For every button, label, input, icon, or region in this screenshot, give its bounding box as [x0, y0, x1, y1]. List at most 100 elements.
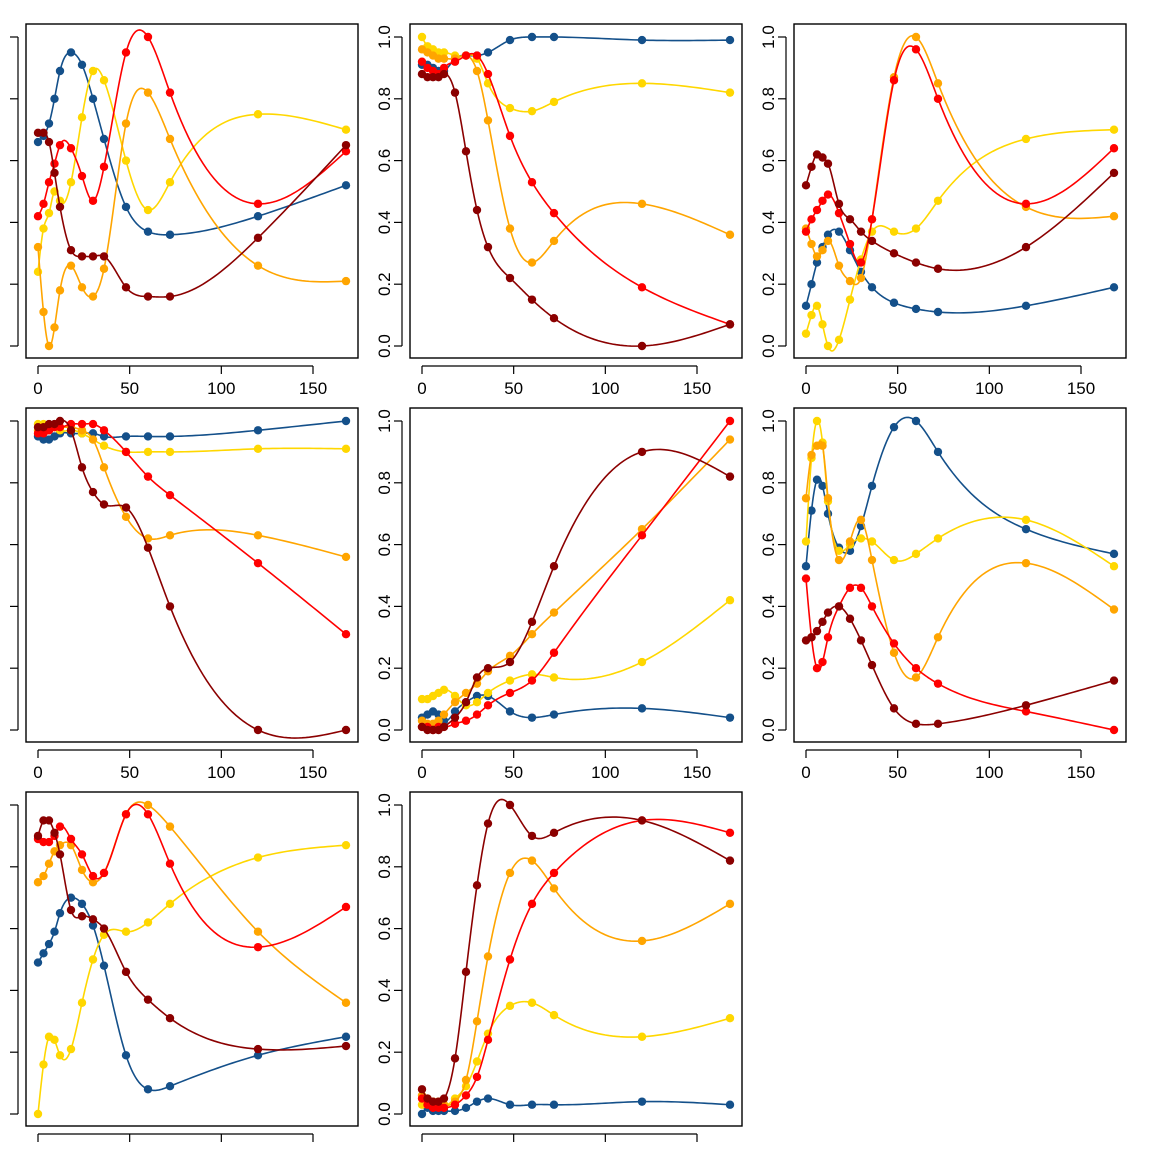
series-3 — [417, 435, 735, 729]
chart-panel-2: 0 50 100 150 0.0 0.2 0.4 0.6 0.8 1.0 — [375, 23, 743, 398]
data-point — [637, 657, 647, 667]
data-point — [55, 850, 65, 859]
data-point — [121, 503, 131, 512]
data-point — [812, 664, 822, 673]
data-point — [867, 660, 877, 670]
data-point — [911, 258, 921, 267]
data-point — [725, 856, 735, 865]
x-tick-label: 0 — [417, 763, 426, 782]
data-point — [99, 500, 109, 509]
data-point — [801, 181, 811, 190]
data-point — [818, 441, 827, 450]
data-point — [99, 134, 109, 144]
y-tick-label: 0.0 — [759, 334, 778, 358]
y-tick-label: 1.0 — [375, 409, 394, 433]
chart-panel-6: 0 50 100 150 0.0 0.2 0.4 0.6 0.8 1.0 — [759, 407, 1127, 782]
data-point — [472, 881, 482, 890]
data-point — [50, 94, 59, 104]
chart-panel-3: 0 50 100 150 0.0 0.2 0.4 0.6 0.8 1.0 — [759, 23, 1127, 398]
chart-panel-1: 0 50 100 150 — [10, 23, 359, 398]
data-point — [549, 884, 559, 893]
series-5 — [33, 416, 351, 739]
data-point — [33, 878, 43, 887]
x-tick-label: 50 — [504, 763, 523, 782]
data-point — [461, 1075, 471, 1085]
series-2 — [417, 596, 735, 710]
data-point — [1021, 701, 1031, 710]
data-point — [39, 224, 48, 233]
data-point — [88, 252, 98, 261]
data-point — [39, 199, 48, 209]
data-point — [867, 215, 877, 224]
data-point — [66, 834, 76, 844]
data-point — [44, 208, 54, 218]
data-point — [834, 602, 844, 611]
chart-panel-8: 0.0 0.2 0.4 0.6 0.8 1.0 — [375, 791, 743, 1142]
data-point — [99, 432, 109, 441]
data-point — [527, 670, 537, 679]
data-point — [527, 630, 537, 639]
data-point — [867, 236, 877, 246]
data-point — [637, 341, 647, 351]
data-point — [483, 819, 493, 828]
y-tick-label: 0.4 — [375, 211, 394, 235]
data-point — [889, 648, 899, 657]
data-point — [143, 292, 153, 301]
data-point — [99, 76, 109, 85]
data-point — [253, 1051, 263, 1060]
data-point — [527, 998, 537, 1007]
data-point — [121, 119, 131, 128]
data-point — [77, 899, 87, 909]
data-point — [845, 215, 855, 224]
data-point — [637, 1032, 647, 1041]
y-tick-label: 0.2 — [759, 656, 778, 680]
data-point — [55, 286, 65, 295]
data-point — [165, 230, 175, 239]
series-line — [37, 131, 347, 298]
data-point — [911, 304, 921, 314]
data-point — [725, 828, 735, 838]
data-point — [483, 1035, 493, 1045]
data-point — [472, 1072, 482, 1082]
series-5 — [33, 816, 351, 1054]
series-3 — [33, 87, 351, 351]
data-point — [637, 199, 647, 209]
data-point — [505, 131, 515, 141]
data-point — [807, 215, 816, 224]
data-point — [856, 636, 866, 645]
data-point — [253, 261, 263, 270]
series-2 — [801, 416, 1119, 571]
data-point — [439, 722, 449, 732]
data-point — [812, 416, 822, 426]
data-point — [549, 673, 559, 682]
series-line — [37, 29, 347, 217]
data-point — [856, 258, 866, 267]
series-line — [37, 422, 347, 635]
data-point — [165, 178, 175, 187]
data-point — [55, 140, 65, 150]
data-point — [77, 419, 87, 429]
data-point — [55, 908, 65, 918]
data-point — [439, 1103, 449, 1113]
data-point — [933, 79, 943, 88]
y-tick-label: 0.2 — [759, 272, 778, 296]
data-point — [44, 816, 54, 825]
data-point — [253, 110, 263, 119]
data-point — [505, 1001, 515, 1011]
data-point — [845, 239, 855, 249]
data-point — [637, 447, 647, 457]
data-point — [77, 113, 87, 122]
data-point — [505, 657, 515, 667]
y-tick-label: 1.0 — [759, 25, 778, 49]
data-point — [823, 236, 833, 246]
data-point — [341, 444, 351, 454]
data-point — [549, 208, 559, 218]
data-point — [39, 128, 48, 137]
data-point — [889, 227, 899, 236]
data-point — [88, 871, 98, 881]
data-point — [39, 1060, 48, 1069]
data-point — [143, 800, 153, 810]
data-point — [253, 199, 263, 209]
data-point — [911, 416, 921, 426]
data-point — [527, 1100, 537, 1109]
